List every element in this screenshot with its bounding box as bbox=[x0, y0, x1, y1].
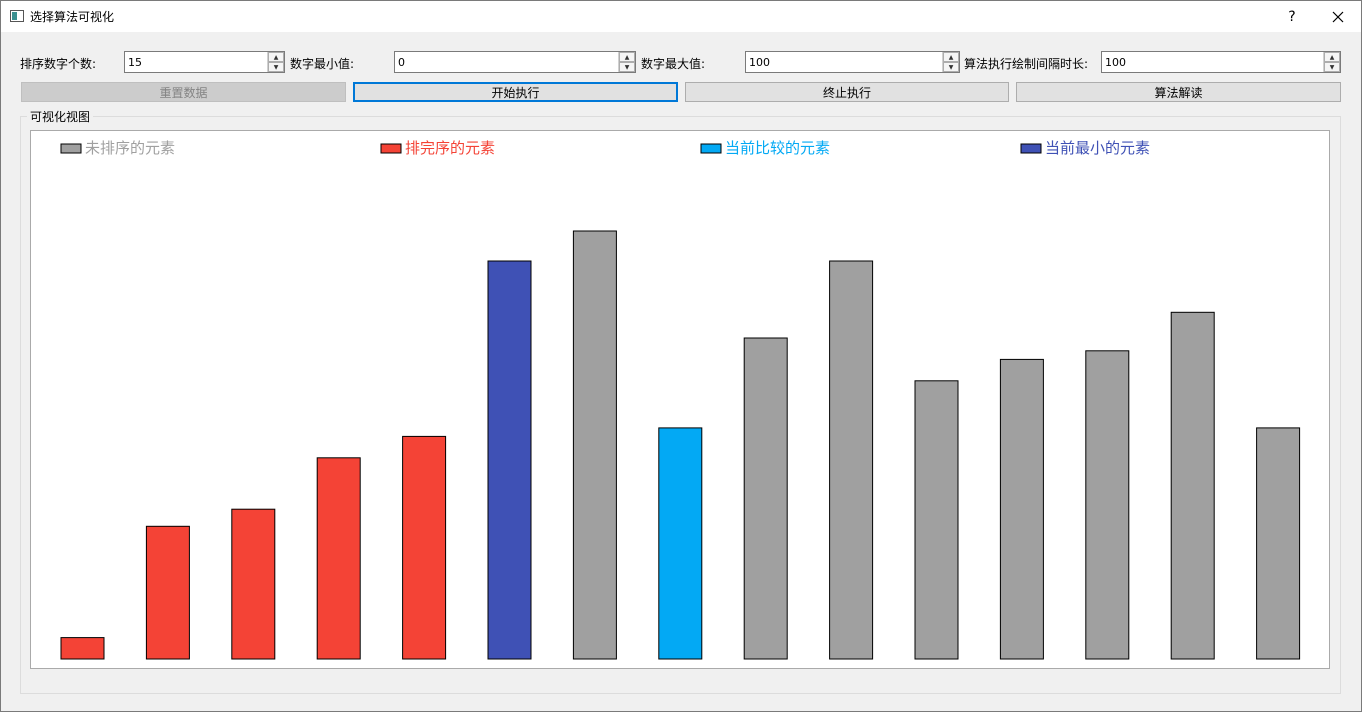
bar-13 bbox=[1170, 311, 1215, 660]
min-value: 0 bbox=[398, 56, 405, 69]
max-label: 数字最大值: bbox=[641, 57, 706, 71]
legend-swatch-1 bbox=[380, 143, 402, 154]
bar-1 bbox=[145, 525, 190, 660]
bar-12 bbox=[1085, 350, 1130, 660]
window-title: 选择算法可视化 bbox=[30, 10, 115, 24]
bar-10 bbox=[914, 380, 959, 660]
window-app-icon bbox=[10, 10, 24, 22]
title-bar[interactable]: 选择算法可视化 ? bbox=[1, 1, 1361, 32]
chart-canvas: 未排序的元素 排完序的元素 当前比较的元素 当前最小的元素 bbox=[60, 139, 1301, 660]
close-icon bbox=[1332, 11, 1344, 22]
max-down-arrow-icon[interactable]: ▼ bbox=[943, 62, 959, 72]
bar-5 bbox=[487, 260, 532, 660]
min-label: 数字最小值: bbox=[290, 57, 355, 71]
bar-8 bbox=[743, 337, 788, 660]
interval-value: 100 bbox=[1105, 56, 1126, 69]
bar-11 bbox=[999, 358, 1044, 660]
visualization-group bbox=[20, 116, 1341, 694]
stop-button[interactable]: 终止执行 bbox=[685, 82, 1009, 102]
interval-down-arrow-icon[interactable]: ▼ bbox=[1324, 62, 1340, 72]
bar-3 bbox=[316, 457, 361, 660]
bar-9 bbox=[829, 260, 874, 660]
count-up-arrow-icon[interactable]: ▲ bbox=[268, 52, 284, 62]
max-value: 100 bbox=[749, 56, 770, 69]
start-button[interactable]: 开始执行 bbox=[353, 82, 678, 102]
min-down-arrow-icon[interactable]: ▼ bbox=[619, 62, 635, 72]
bar-6 bbox=[572, 230, 617, 660]
legend-label-2: 当前比较的元素 bbox=[725, 139, 830, 157]
min-up-arrow-icon[interactable]: ▲ bbox=[619, 52, 635, 62]
legend-label-1: 排完序的元素 bbox=[405, 139, 495, 157]
count-label: 排序数字个数: bbox=[20, 57, 97, 71]
legend-swatch-3 bbox=[1020, 143, 1042, 154]
count-down-arrow-icon[interactable]: ▼ bbox=[268, 62, 284, 72]
interval-label: 算法执行绘制间隔时长: bbox=[964, 57, 1089, 71]
interval-up-arrow-icon[interactable]: ▲ bbox=[1324, 52, 1340, 62]
bar-0 bbox=[60, 637, 105, 660]
close-button[interactable] bbox=[1315, 1, 1361, 32]
min-spinbox[interactable]: 0 ▲ ▼ bbox=[394, 51, 636, 73]
max-spinbox[interactable]: 100 ▲ ▼ bbox=[745, 51, 960, 73]
legend-label-3: 当前最小的元素 bbox=[1045, 139, 1150, 157]
bar-4 bbox=[402, 435, 447, 660]
bar-2 bbox=[231, 508, 276, 660]
explain-button[interactable]: 算法解读 bbox=[1016, 82, 1341, 102]
legend-swatch-2 bbox=[700, 143, 722, 154]
interval-spinbox[interactable]: 100 ▲ ▼ bbox=[1101, 51, 1341, 73]
max-up-arrow-icon[interactable]: ▲ bbox=[943, 52, 959, 62]
count-value: 15 bbox=[128, 56, 142, 69]
count-spinbox[interactable]: 15 ▲ ▼ bbox=[124, 51, 285, 73]
bar-14 bbox=[1256, 427, 1301, 660]
help-button[interactable]: ? bbox=[1288, 8, 1296, 25]
reset-button[interactable]: 重置数据 bbox=[21, 82, 346, 102]
bar-chart: 未排序的元素 排完序的元素 当前比较的元素 当前最小的元素 bbox=[30, 130, 1330, 669]
legend-label-0: 未排序的元素 bbox=[85, 139, 175, 157]
legend-swatch-0 bbox=[60, 143, 82, 154]
visualization-group-title: 可视化视图 bbox=[27, 108, 94, 125]
bar-7 bbox=[658, 427, 703, 660]
